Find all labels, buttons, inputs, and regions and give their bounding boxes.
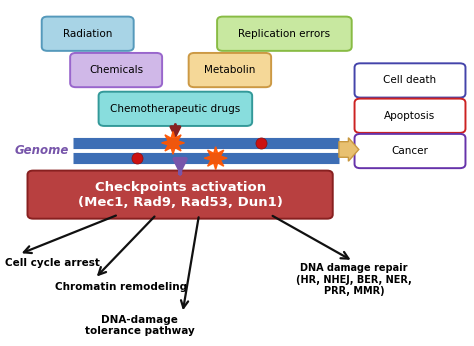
FancyBboxPatch shape — [27, 171, 333, 219]
Text: Cell death: Cell death — [383, 75, 437, 85]
FancyBboxPatch shape — [355, 99, 465, 133]
Text: Checkpoints activation
(Mec1, Rad9, Rad53, Dun1): Checkpoints activation (Mec1, Rad9, Rad5… — [78, 181, 283, 209]
Text: Replication errors: Replication errors — [238, 29, 330, 39]
Text: Radiation: Radiation — [63, 29, 112, 39]
Text: Chemotherapeutic drugs: Chemotherapeutic drugs — [110, 104, 240, 114]
Text: Genome: Genome — [14, 144, 69, 157]
Text: Cell cycle arrest: Cell cycle arrest — [5, 258, 100, 268]
Text: DNA-damage
tolerance pathway: DNA-damage tolerance pathway — [85, 315, 195, 336]
FancyBboxPatch shape — [355, 134, 465, 168]
Text: DNA damage repair
(HR, NHEJ, BER, NER,
PRR, MMR): DNA damage repair (HR, NHEJ, BER, NER, P… — [296, 263, 412, 296]
FancyBboxPatch shape — [42, 17, 134, 51]
FancyBboxPatch shape — [217, 17, 352, 51]
FancyBboxPatch shape — [70, 53, 162, 87]
Text: Chemicals: Chemicals — [89, 65, 143, 75]
FancyArrow shape — [339, 138, 359, 161]
Text: Chromatin remodeling: Chromatin remodeling — [55, 282, 187, 292]
FancyBboxPatch shape — [355, 63, 465, 98]
FancyBboxPatch shape — [189, 53, 271, 87]
Text: Apoptosis: Apoptosis — [384, 111, 436, 121]
Polygon shape — [162, 131, 184, 154]
Text: Cancer: Cancer — [392, 146, 428, 156]
FancyBboxPatch shape — [99, 92, 252, 126]
Text: Metabolin: Metabolin — [204, 65, 255, 75]
Polygon shape — [204, 147, 227, 170]
